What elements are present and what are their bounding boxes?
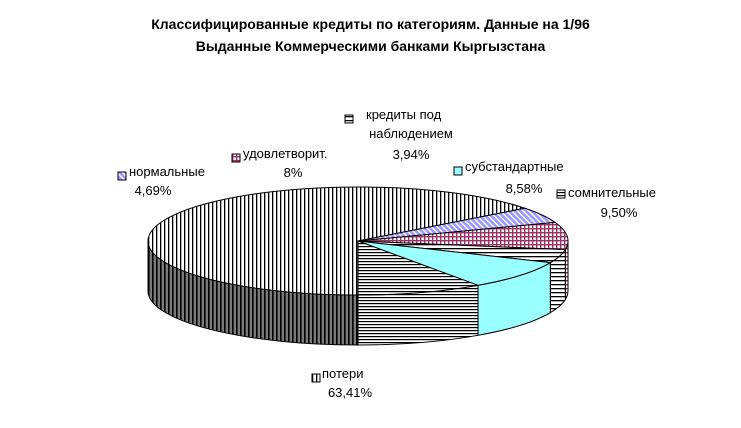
chart-subtitle: Выданные Коммерческими банками Кыргызста…	[195, 38, 546, 54]
pie-slice-субстандартные	[357, 240, 552, 286]
slice-label-кредиты-под-наблюдением-line2: наблюдением	[369, 126, 453, 141]
slice-label-кредиты-под-наблюдением-line1: кредиты под	[366, 107, 442, 122]
legend-key-нормальные	[117, 171, 127, 181]
slice-label-сомнительные: сомнительные	[568, 185, 656, 200]
slice-value-удовлетворит: 8%	[284, 165, 303, 180]
legend-key-потери	[311, 373, 321, 383]
slice-label-нормальные: нормальные	[129, 164, 205, 179]
slice-value-кредиты-под-наблюдением: 3,94%	[393, 147, 430, 162]
legend-key-кредиты-под-наблюдением	[344, 114, 354, 124]
pie-slice-потери	[147, 186, 527, 296]
pie-slice-сомнительные	[357, 240, 480, 296]
slice-value-субстандартные: 8,58%	[506, 181, 543, 196]
slice-label-удовлетворит: удовлетворит.	[243, 146, 327, 161]
slice-value-нормальные: 4,69%	[135, 183, 172, 198]
slice-value-сомнительные: 9,50%	[601, 205, 638, 220]
legend-key-субстандартные	[453, 166, 463, 176]
legend-key-сомнительные	[556, 189, 566, 199]
chart-title: Классифицированные кредиты по категориям…	[151, 16, 590, 32]
slice-value-потери: 63,41%	[328, 385, 373, 400]
slice-label-субстандартные: субстандартные	[465, 159, 564, 174]
slice-label-потери: потери	[322, 366, 364, 381]
legend-key-удовлетворит	[231, 153, 241, 163]
